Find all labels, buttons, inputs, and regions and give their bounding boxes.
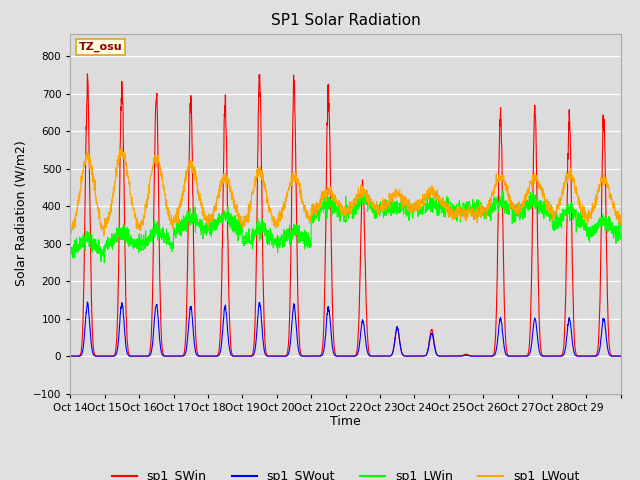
sp1_LWin <box>512 218 520 224</box>
sp1_SWin <box>609 353 617 359</box>
sp1_SWout <box>67 353 74 359</box>
sp1_LWout <box>379 204 387 210</box>
sp1_LWin <box>241 241 248 247</box>
sp1_SWout <box>122 340 129 346</box>
Y-axis label: Solar Radiation (W/m2): Solar Radiation (W/m2) <box>15 141 28 287</box>
sp1_SWin <box>617 353 625 359</box>
sp1_LWin <box>543 204 550 210</box>
sp1_LWin <box>379 200 387 205</box>
Title: SP1 Solar Radiation: SP1 Solar Radiation <box>271 13 420 28</box>
X-axis label: Time: Time <box>330 415 361 429</box>
sp1_SWin <box>84 71 92 77</box>
Line: sp1_SWin: sp1_SWin <box>70 74 621 356</box>
sp1_LWin <box>67 247 74 253</box>
sp1_LWout <box>122 159 130 165</box>
sp1_SWout <box>84 299 92 305</box>
sp1_LWin <box>122 231 129 237</box>
Line: sp1_LWin: sp1_LWin <box>70 190 621 263</box>
sp1_SWout <box>511 353 519 359</box>
sp1_SWout <box>617 353 625 359</box>
sp1_LWin <box>100 260 108 265</box>
sp1_LWout <box>609 202 617 207</box>
sp1_SWout <box>241 353 248 359</box>
sp1_LWout <box>100 233 108 239</box>
sp1_LWout <box>118 144 126 150</box>
sp1_LWin <box>617 231 625 237</box>
sp1_LWout <box>512 207 520 213</box>
sp1_LWout <box>241 223 248 229</box>
sp1_SWin <box>241 353 248 359</box>
Text: TZ_osu: TZ_osu <box>79 42 122 52</box>
sp1_SWin <box>543 353 550 359</box>
sp1_LWin <box>609 230 617 236</box>
sp1_SWin <box>379 353 387 359</box>
sp1_LWout <box>543 200 550 206</box>
sp1_LWout <box>617 217 625 223</box>
Line: sp1_SWout: sp1_SWout <box>70 302 621 356</box>
sp1_SWin <box>511 353 519 359</box>
Line: sp1_LWout: sp1_LWout <box>70 147 621 236</box>
sp1_SWin <box>67 353 74 359</box>
sp1_SWin <box>122 286 129 291</box>
sp1_SWout <box>543 353 550 359</box>
sp1_SWout <box>609 353 617 359</box>
sp1_SWout <box>379 353 387 359</box>
Legend: sp1_SWin, sp1_SWout, sp1_LWin, sp1_LWout: sp1_SWin, sp1_SWout, sp1_LWin, sp1_LWout <box>107 465 584 480</box>
sp1_LWin <box>363 187 371 193</box>
sp1_LWout <box>67 231 74 237</box>
